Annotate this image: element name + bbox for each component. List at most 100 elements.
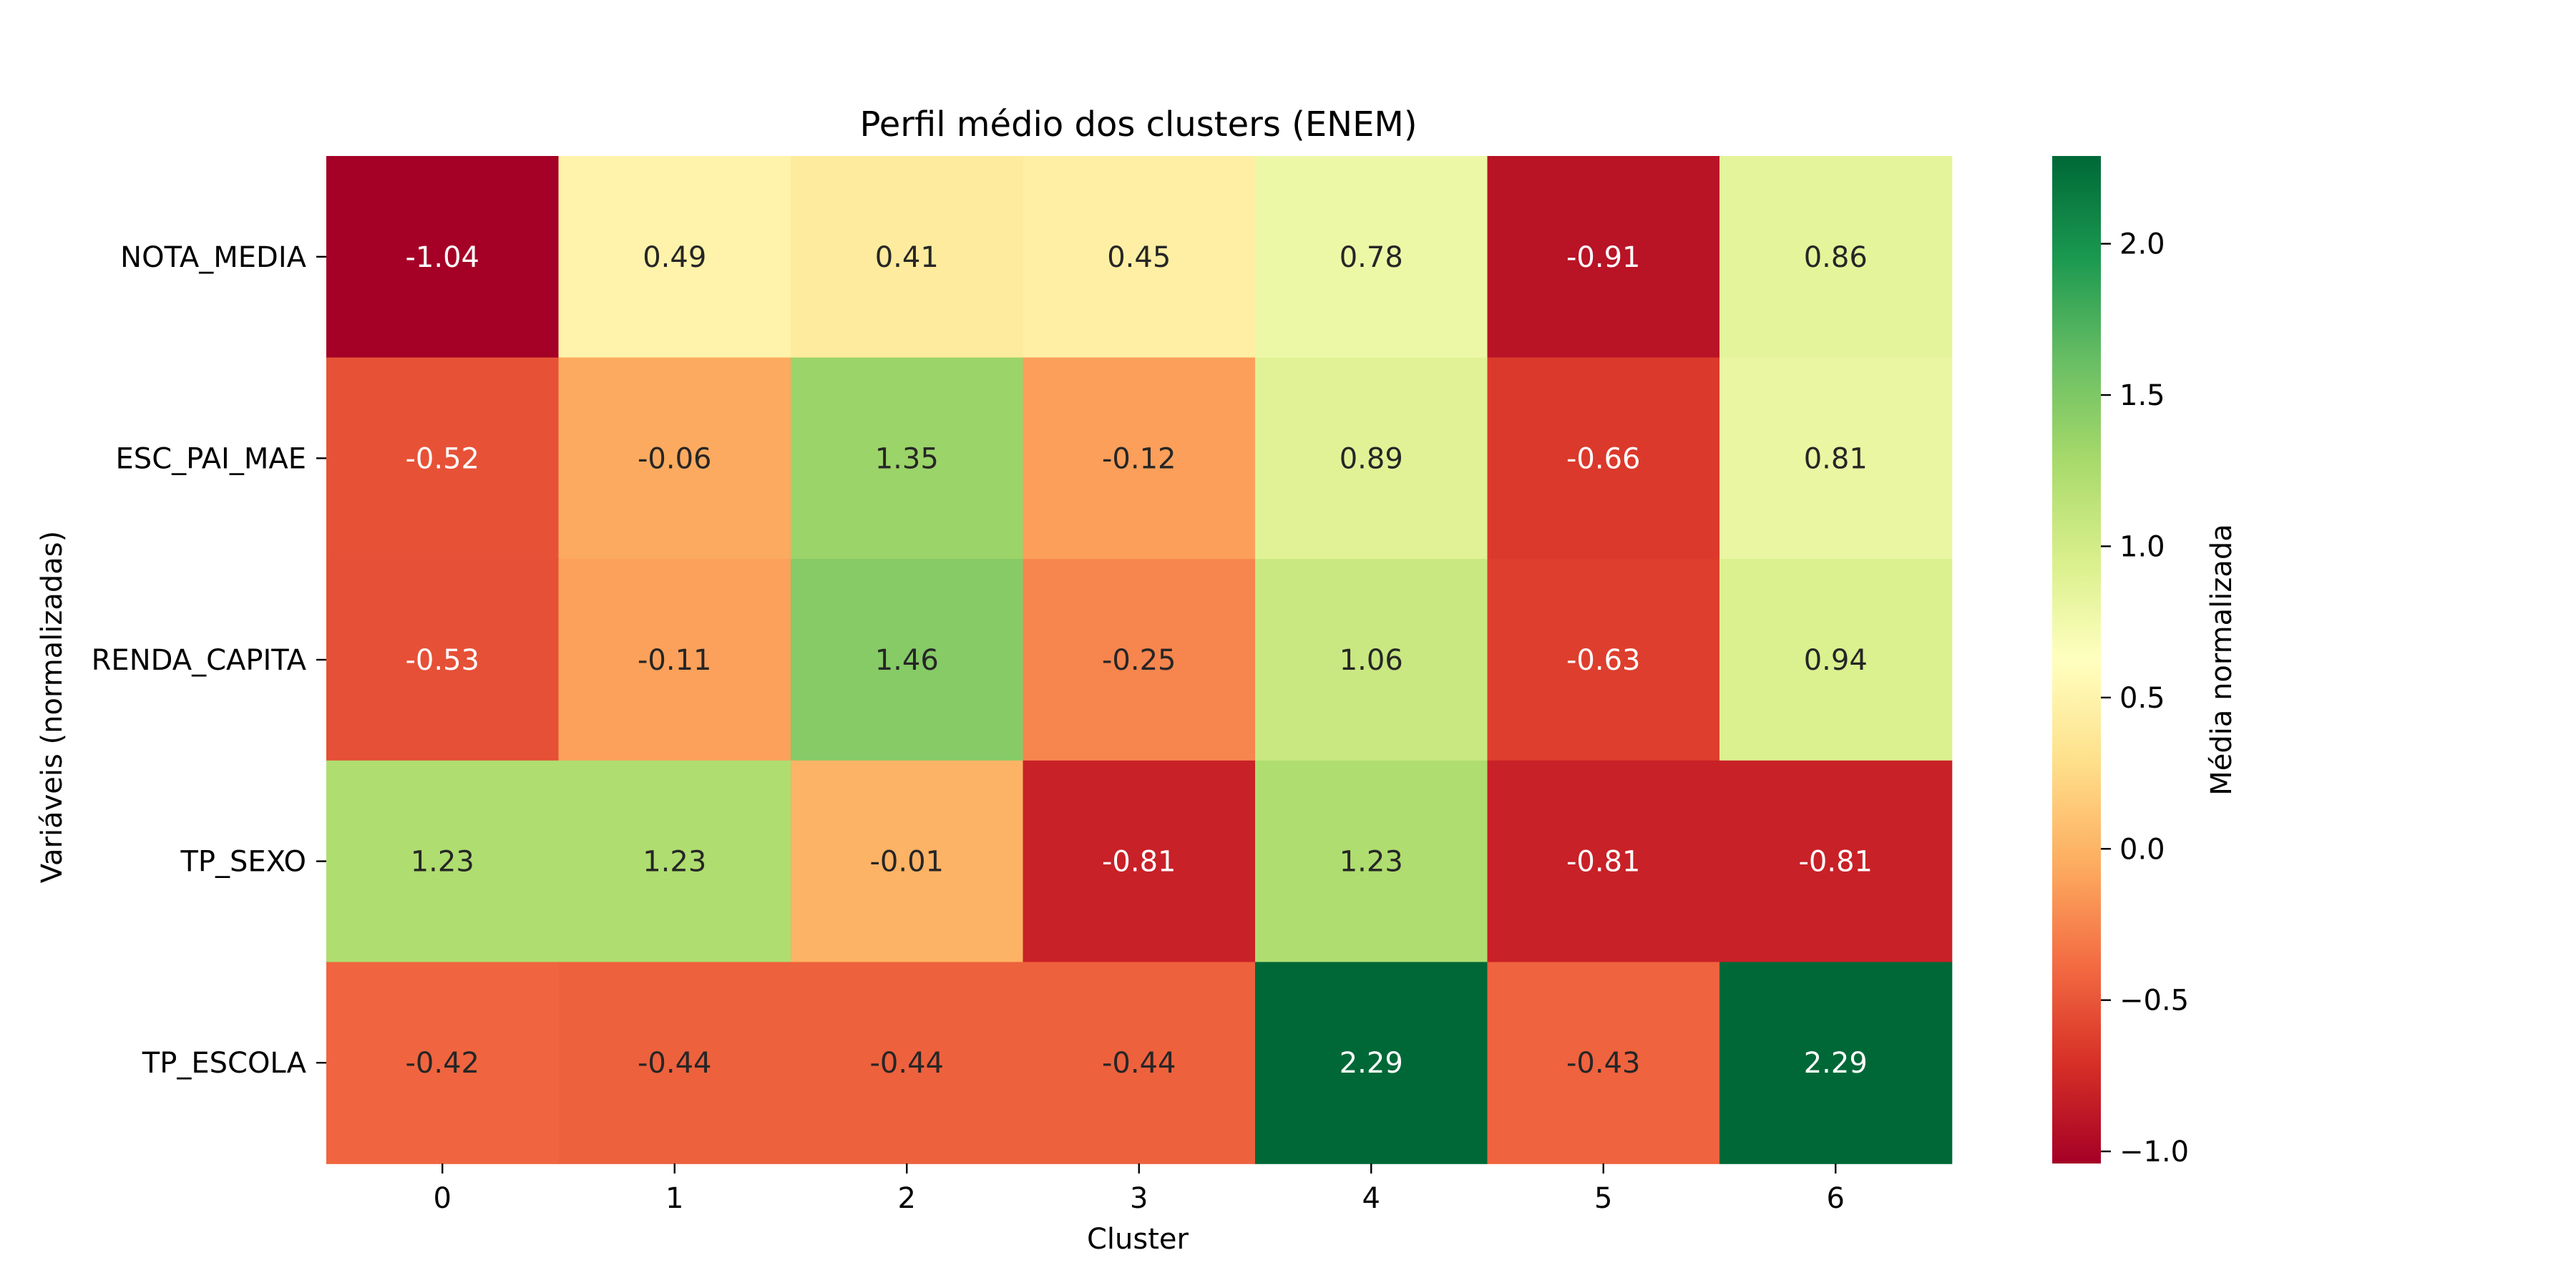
heatmap-cell	[558, 156, 791, 358]
cell-value-label: -0.42	[406, 1047, 480, 1080]
heatmap-cell	[791, 760, 1024, 963]
heatmap-cell	[1023, 156, 1256, 358]
y-axis-label: Variáveis (normalizadas)	[36, 531, 69, 884]
cell-value-label: -0.91	[1566, 241, 1641, 274]
colorbar-tick-label: 1.0	[2119, 530, 2165, 563]
heatmap-cell	[1255, 156, 1488, 358]
heatmap-cell	[1255, 559, 1488, 761]
heatmap-cell	[1023, 760, 1256, 963]
x-tick-label: 5	[1594, 1182, 1612, 1215]
cell-value-label: 0.49	[643, 241, 706, 274]
heatmap-cell	[1255, 962, 1488, 1164]
x-tick-label: 4	[1362, 1182, 1380, 1215]
heatmap-cell	[326, 962, 560, 1164]
cell-value-label: 0.81	[1804, 442, 1868, 475]
cell-value-label: -0.66	[1566, 442, 1641, 475]
colorbar-tick-label: 0.0	[2119, 833, 2165, 866]
heatmap-cell	[1719, 760, 1953, 963]
colorbar-tick-label: 2.0	[2119, 228, 2165, 261]
heatmap-cell	[326, 760, 560, 963]
colorbar-tick-label: −1.0	[2119, 1136, 2189, 1169]
colorbar-tick-label: 1.5	[2119, 379, 2165, 412]
chart-title: Perfil médio dos clusters (ENEM)	[859, 104, 1417, 145]
heatmap-cell	[558, 559, 791, 761]
heatmap-cell	[558, 760, 791, 963]
cell-value-label: 1.23	[1340, 846, 1403, 879]
cell-value-label: 1.46	[875, 644, 939, 677]
cell-value-label: -0.25	[1102, 644, 1176, 677]
cell-value-label: -0.12	[1102, 442, 1176, 475]
cell-value-label: -0.81	[1566, 846, 1641, 879]
heatmap-cell	[791, 357, 1024, 560]
colorbar-label: Média normalizada	[2205, 524, 2238, 796]
heatmap-cell	[1023, 357, 1256, 560]
colorbar-tick-label: 0.5	[2119, 682, 2165, 715]
cell-value-label: 1.23	[643, 846, 706, 879]
cell-value-label: -0.11	[638, 644, 712, 677]
y-tick-label: TP_SEXO	[180, 846, 306, 879]
cell-value-label: 0.89	[1340, 442, 1403, 475]
cell-value-label: -0.44	[638, 1047, 712, 1080]
cell-value-label: -0.43	[1566, 1047, 1641, 1080]
heatmap-cell	[1023, 559, 1256, 761]
cell-value-label: -0.44	[870, 1047, 945, 1080]
colorbar	[2052, 156, 2101, 1163]
heatmap-cell	[1487, 760, 1720, 963]
cell-value-label: 1.35	[875, 442, 939, 475]
heatmap-cell-labels: -1.04 0.49 0.41 0.45 0.78 -0.91 0.86 -0.52 -0.06…	[406, 241, 1873, 1080]
heatmap-cell	[326, 357, 560, 560]
x-tick-label: 6	[1827, 1182, 1845, 1215]
cell-value-label: -1.04	[406, 241, 480, 274]
heatmap-cell	[1719, 962, 1953, 1164]
heatmap-cell	[1255, 357, 1488, 560]
heatmap-cell	[1023, 962, 1256, 1164]
x-tick-label: 2	[898, 1182, 916, 1215]
heatmap-cell	[791, 559, 1024, 761]
cell-value-label: 1.23	[411, 846, 474, 879]
heatmap-cell	[558, 962, 791, 1164]
cell-value-label: -0.01	[870, 846, 945, 879]
y-tick-label: NOTA_MEDIA	[120, 241, 306, 274]
cell-value-label: -0.53	[406, 644, 480, 677]
cell-value-label: 0.41	[875, 241, 939, 274]
heatmap-cell	[1487, 357, 1720, 560]
heatmap-cell	[1719, 156, 1953, 358]
heatmap-cell	[1719, 559, 1953, 761]
heatmap-cell	[326, 559, 560, 761]
cell-value-label: 0.94	[1804, 644, 1868, 677]
cell-value-label: 2.29	[1340, 1047, 1403, 1080]
cell-value-label: 0.78	[1340, 241, 1403, 274]
colorbar-ticks: −1.0 −0.5 0.0 0.5 1.0 1.5 2.0	[2101, 228, 2189, 1169]
cell-value-label: -0.44	[1102, 1047, 1176, 1080]
cell-value-label: -0.81	[1799, 846, 1873, 879]
heatmap-cell	[326, 156, 560, 358]
heatmap-cell	[1487, 156, 1720, 358]
colorbar-tick-label: −0.5	[2119, 985, 2189, 1018]
x-tick-label: 1	[665, 1182, 683, 1215]
heatmap-cell	[1487, 559, 1720, 761]
x-axis-ticks: 0 1 2 3 4 5 6	[434, 1163, 1845, 1215]
cell-value-label: -0.06	[638, 442, 712, 475]
y-axis-ticks: NOTA_MEDIA ESC_PAI_MAE RENDA_CAPITA TP_SEXO…	[92, 241, 326, 1080]
heatmap-cells	[326, 156, 1953, 1164]
y-tick-label: TP_ESCOLA	[142, 1047, 307, 1080]
cell-value-label: 2.29	[1804, 1047, 1868, 1080]
heatmap-cell	[558, 357, 791, 560]
heatmap-cell	[791, 962, 1024, 1164]
x-tick-label: 0	[434, 1182, 452, 1215]
cell-value-label: -0.52	[406, 442, 480, 475]
heatmap-cell	[1487, 962, 1720, 1164]
y-tick-label: RENDA_CAPITA	[92, 644, 307, 677]
cell-value-label: 0.86	[1804, 241, 1868, 274]
x-tick-label: 3	[1130, 1182, 1148, 1215]
heatmap-cell	[1255, 760, 1488, 963]
cell-value-label: -0.81	[1102, 846, 1176, 879]
x-axis-label: Cluster	[1087, 1223, 1189, 1256]
cell-value-label: 0.45	[1107, 241, 1171, 274]
y-tick-label: ESC_PAI_MAE	[116, 442, 306, 475]
heatmap-cell	[1719, 357, 1953, 560]
cell-value-label: -0.63	[1566, 644, 1641, 677]
cell-value-label: 1.06	[1340, 644, 1403, 677]
heatmap-cell	[791, 156, 1024, 358]
